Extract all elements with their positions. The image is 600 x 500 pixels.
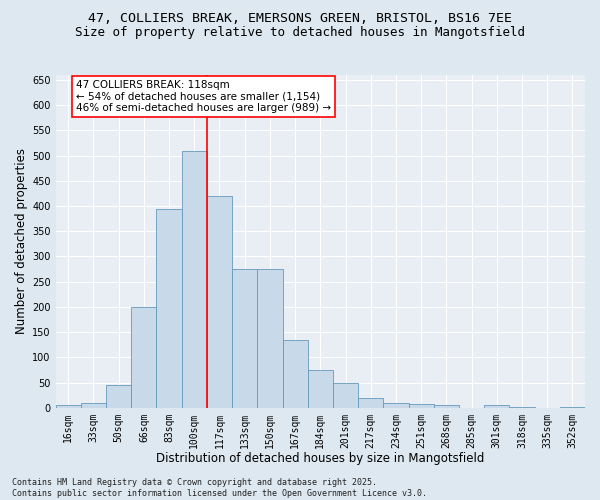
Bar — [257, 269, 283, 407]
Bar — [409, 404, 434, 407]
Y-axis label: Number of detached properties: Number of detached properties — [15, 148, 28, 334]
Bar — [56, 405, 81, 407]
Bar — [358, 398, 383, 407]
X-axis label: Distribution of detached houses by size in Mangotsfield: Distribution of detached houses by size … — [156, 452, 485, 465]
Bar — [560, 407, 585, 408]
Bar — [232, 269, 257, 407]
Bar — [484, 405, 509, 407]
Bar — [182, 150, 207, 408]
Bar — [434, 405, 459, 407]
Bar — [383, 402, 409, 407]
Text: Size of property relative to detached houses in Mangotsfield: Size of property relative to detached ho… — [75, 26, 525, 39]
Text: 47, COLLIERS BREAK, EMERSONS GREEN, BRISTOL, BS16 7EE: 47, COLLIERS BREAK, EMERSONS GREEN, BRIS… — [88, 12, 512, 26]
Bar — [131, 307, 157, 408]
Bar — [509, 406, 535, 408]
Bar — [106, 385, 131, 407]
Bar — [283, 340, 308, 407]
Bar — [157, 208, 182, 408]
Text: 47 COLLIERS BREAK: 118sqm
← 54% of detached houses are smaller (1,154)
46% of se: 47 COLLIERS BREAK: 118sqm ← 54% of detac… — [76, 80, 331, 113]
Text: Contains HM Land Registry data © Crown copyright and database right 2025.
Contai: Contains HM Land Registry data © Crown c… — [12, 478, 427, 498]
Bar — [333, 382, 358, 407]
Bar — [308, 370, 333, 408]
Bar — [81, 402, 106, 407]
Bar — [207, 196, 232, 408]
